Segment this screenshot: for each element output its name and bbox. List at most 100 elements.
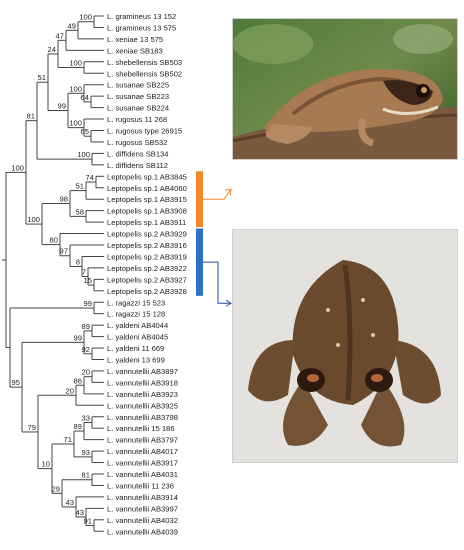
support-value: 80 [50, 236, 58, 245]
taxon-label: L. rugosus type 26915 [107, 127, 182, 136]
taxon-label: L. susanae SB223 [107, 92, 169, 101]
support-value: 95 [12, 378, 20, 387]
support-value: 20 [66, 386, 74, 395]
support-value: 33 [82, 413, 90, 422]
support-value: 91 [84, 517, 92, 526]
taxon-label: L. rugosus 11 268 [107, 115, 167, 124]
taxon-label: L. vannutellii 11 236 [107, 481, 174, 490]
taxon-label: Leptopelis sp.2 AB3929 [107, 230, 187, 239]
taxon-label: L. diffidens SB134 [107, 149, 169, 158]
taxon-label: L. vannutellii AB4032 [107, 516, 178, 525]
taxon-label: L. shebellensis SB503 [107, 58, 182, 67]
arrow-sp2-head [225, 299, 232, 307]
taxon-label: L. gramineus 13 575 [107, 23, 176, 32]
taxon-label: L. rugosus SB532 [107, 138, 167, 147]
support-value: 81 [82, 471, 90, 480]
support-value: 15 [84, 276, 92, 285]
taxon-label: L. gramineus 13 152 [107, 12, 176, 21]
clade-bar-sp2 [196, 228, 203, 296]
support-value: 71 [64, 435, 72, 444]
support-value: 47 [56, 31, 64, 40]
arrow-sp1-head [224, 188, 232, 196]
support-value: 89 [74, 422, 82, 431]
support-value: 43 [66, 498, 74, 507]
support-value: 7 [82, 267, 86, 276]
support-values: 1004947100992451100641006581100100745198… [11, 13, 94, 526]
support-value: 89 [82, 322, 90, 331]
support-value: 86 [74, 376, 82, 385]
support-value: 64 [81, 93, 89, 102]
support-value: 93 [82, 448, 90, 457]
taxon-label: L. vannutellii AB3798 [107, 413, 178, 422]
support-value: 99 [74, 333, 82, 342]
taxon-label: Leptopelis sp.2 AB3916 [107, 241, 187, 250]
support-value: 100 [69, 59, 82, 68]
support-value: 10 [42, 460, 50, 469]
taxon-label: L. vannutellii AB3923 [107, 390, 178, 399]
taxon-label: L. vannutellii 15 186 [107, 424, 175, 433]
tree-branches [2, 15, 104, 532]
support-value: 100 [69, 84, 82, 93]
support-value: 49 [68, 21, 76, 30]
frog-photo-sp1 [232, 18, 458, 160]
taxon-label: L. vannutellii AB3897 [107, 367, 178, 376]
support-value: 81 [27, 112, 35, 121]
taxon-label: L. yaldeni AB4045 [107, 333, 168, 342]
taxon-label: L. yaldeni AB4044 [107, 321, 168, 330]
taxon-label: L. shebellensis SB502 [107, 69, 182, 78]
support-value: 100 [69, 119, 82, 128]
taxon-label: L. susanae SB224 [107, 104, 169, 113]
taxon-label: L. vannutellii AB3914 [107, 493, 178, 502]
taxon-label: L. vannutellii AB4017 [107, 447, 178, 456]
frog-photo-sp2 [232, 229, 458, 463]
support-value: 97 [60, 247, 68, 256]
support-value: 29 [52, 484, 60, 493]
taxon-label: Leptopelis sp.2 AB3927 [107, 275, 187, 284]
taxon-label: Leptopelis sp.1 AB3845 [107, 172, 187, 181]
taxon-label: L. xeniae SB183 [107, 46, 163, 55]
arrow-sp1 [203, 188, 232, 200]
support-value: 100 [77, 150, 90, 159]
taxon-label: L. vannutellii AB4039 [107, 527, 178, 536]
support-value: 99 [58, 101, 66, 110]
taxon-label: L. vannutellii AB4031 [107, 470, 178, 479]
clade-bar-sp1 [196, 171, 203, 228]
taxon-label: L. vannutellii AB3997 [107, 504, 178, 513]
support-value: 24 [48, 45, 56, 54]
clade-highlight-bars [196, 171, 203, 296]
taxon-label: Leptopelis sp.2 AB3922 [107, 264, 187, 273]
taxon-label: L. vannutellii AB3797 [107, 436, 178, 445]
clade-arrows [203, 188, 232, 307]
taxon-label: L. yaldeni 13 699 [107, 356, 165, 365]
taxon-label: L. vannutellii AB3917 [107, 459, 178, 468]
support-value: 51 [76, 182, 84, 191]
support-value: 100 [27, 215, 40, 224]
taxon-label: L. xeniae 13 575 [107, 35, 163, 44]
support-value: 20 [82, 368, 90, 377]
support-value: 8 [76, 257, 80, 266]
taxon-label: Leptopelis sp.1 AB3915 [107, 195, 187, 204]
support-value: 79 [28, 423, 36, 432]
support-value: 58 [76, 207, 84, 216]
arrow-sp2 [203, 261, 231, 304]
taxon-label: Leptopelis sp.2 AB3919 [107, 252, 187, 261]
taxon-label: L. diffidens SB112 [107, 161, 168, 170]
taxon-label: L. ragazzi 15 523 [107, 298, 165, 307]
support-value: 92 [82, 345, 90, 354]
support-value: 98 [60, 194, 68, 203]
support-value: 100 [11, 163, 24, 172]
support-value: 99 [84, 299, 92, 308]
support-value: 51 [38, 73, 46, 82]
taxon-label: L. vannutellii AB3925 [107, 401, 178, 410]
taxon-label: Leptopelis sp.1 AB4060 [107, 184, 187, 193]
support-value: 74 [86, 173, 94, 182]
taxon-label: L. vannutellii AB3918 [107, 378, 178, 387]
taxon-label: Leptopelis sp.2 AB3928 [107, 287, 187, 296]
taxon-label: Leptopelis sp.1 AB3911 [107, 218, 186, 227]
support-value: 65 [81, 127, 89, 136]
taxon-label: L. ragazzi 15 128 [107, 310, 165, 319]
support-value: 43 [76, 508, 84, 517]
support-value: 100 [79, 13, 92, 22]
taxon-labels: L. gramineus 13 152 L. gramineus 13 575 L.… [107, 12, 187, 536]
taxon-label: Leptopelis sp.1 AB3908 [107, 207, 187, 216]
